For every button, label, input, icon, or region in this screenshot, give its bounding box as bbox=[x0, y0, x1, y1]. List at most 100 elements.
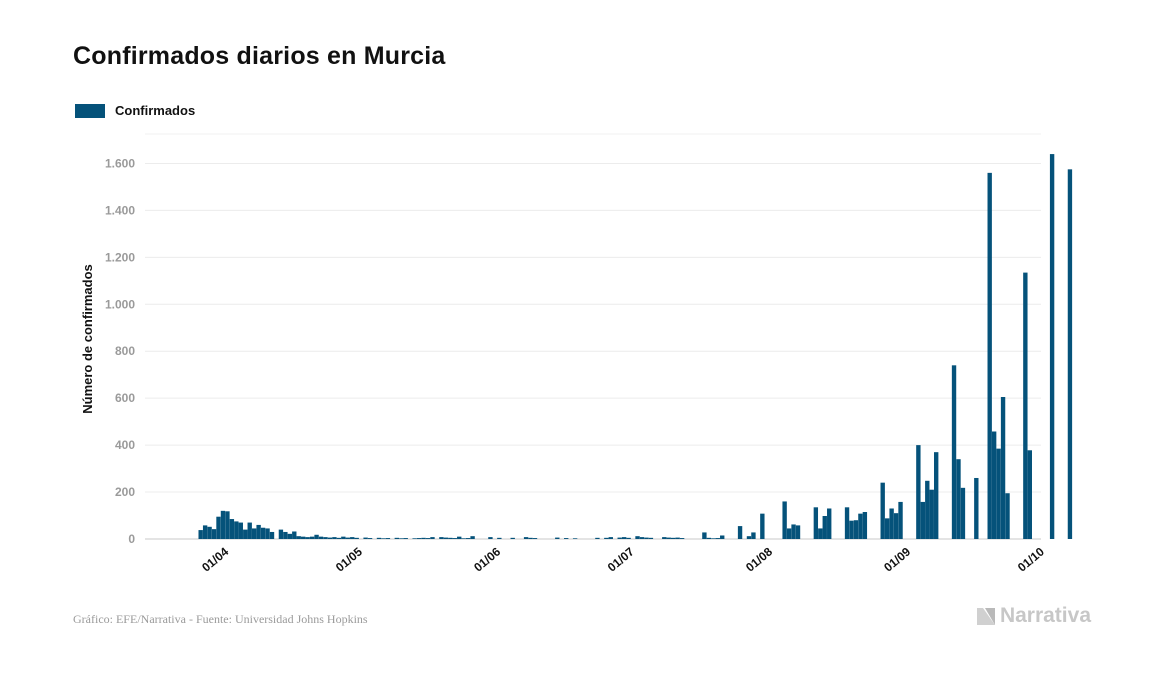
bar bbox=[452, 538, 457, 539]
bar bbox=[488, 537, 493, 539]
bar bbox=[621, 537, 627, 539]
bar bbox=[421, 537, 426, 539]
bar bbox=[265, 528, 270, 539]
legend-swatch bbox=[75, 103, 105, 118]
bar bbox=[314, 534, 319, 539]
bar bbox=[207, 526, 212, 539]
bar bbox=[202, 525, 208, 539]
bar bbox=[532, 538, 538, 539]
bar bbox=[256, 524, 261, 539]
bar bbox=[893, 513, 899, 539]
y-axis-label: Número de confirmados bbox=[80, 264, 95, 414]
legend: Confirmados bbox=[75, 103, 195, 118]
bar bbox=[399, 538, 404, 539]
bar bbox=[251, 528, 257, 539]
bar bbox=[862, 512, 868, 539]
bar bbox=[987, 172, 992, 540]
bar bbox=[523, 537, 529, 539]
bar bbox=[751, 532, 756, 539]
bar bbox=[211, 529, 217, 539]
bar bbox=[760, 513, 765, 539]
bar bbox=[991, 431, 997, 539]
bar bbox=[278, 529, 284, 539]
x-tick-label: 01/06 bbox=[471, 544, 503, 574]
bar bbox=[1027, 450, 1032, 539]
bar bbox=[309, 536, 315, 539]
bar bbox=[283, 531, 288, 539]
bar bbox=[1023, 272, 1028, 539]
x-tick-label: 01/04 bbox=[199, 544, 231, 574]
bar bbox=[880, 482, 885, 539]
bar bbox=[564, 538, 569, 539]
bar bbox=[996, 448, 1001, 539]
y-tick-label: 600 bbox=[115, 391, 135, 405]
bar bbox=[332, 537, 337, 539]
bar bbox=[1049, 154, 1055, 539]
narrativa-logo-icon bbox=[976, 608, 995, 625]
bar bbox=[813, 507, 819, 539]
bar bbox=[720, 535, 725, 539]
bar bbox=[951, 365, 957, 539]
bar bbox=[974, 477, 979, 539]
chart-title: Confirmados diarios en Murcia bbox=[73, 42, 446, 70]
y-tick-label: 200 bbox=[115, 485, 135, 499]
bar bbox=[884, 518, 890, 539]
bar bbox=[662, 537, 667, 539]
bar bbox=[827, 508, 832, 539]
bar bbox=[608, 537, 613, 539]
y-tick-label: 1.200 bbox=[105, 250, 135, 264]
bar bbox=[510, 537, 515, 539]
bar bbox=[853, 520, 859, 539]
bar bbox=[350, 537, 355, 539]
bar bbox=[635, 536, 640, 539]
bar bbox=[639, 537, 645, 539]
bar bbox=[1005, 493, 1010, 539]
y-tick-label: 1.600 bbox=[105, 156, 135, 170]
bar bbox=[497, 537, 502, 539]
bar bbox=[412, 538, 417, 539]
bar bbox=[403, 538, 408, 539]
y-tick-label: 800 bbox=[115, 344, 135, 358]
bar bbox=[296, 536, 301, 539]
bar bbox=[898, 501, 903, 539]
source-footer: Gráfico: EFE/Narrativa - Fuente: Univers… bbox=[73, 612, 368, 626]
bar bbox=[247, 522, 252, 539]
bar bbox=[858, 513, 863, 539]
bar bbox=[791, 524, 796, 539]
grid bbox=[145, 133, 1041, 540]
bar bbox=[443, 537, 449, 539]
bar bbox=[225, 511, 230, 539]
bar bbox=[292, 531, 297, 539]
bar bbox=[376, 537, 382, 539]
bar bbox=[920, 501, 926, 539]
bar bbox=[555, 537, 560, 539]
bar bbox=[889, 508, 894, 539]
bar bbox=[465, 538, 471, 539]
bar bbox=[604, 537, 609, 539]
bar bbox=[648, 537, 654, 539]
bar bbox=[229, 519, 235, 539]
bar bbox=[818, 528, 823, 539]
bar bbox=[679, 538, 685, 539]
bar bbox=[666, 537, 671, 539]
y-tick-label: 0 bbox=[128, 532, 135, 546]
bar bbox=[216, 516, 221, 539]
bar bbox=[323, 537, 328, 539]
y-tick-label: 400 bbox=[115, 438, 135, 452]
bar bbox=[381, 538, 386, 539]
bar bbox=[430, 537, 435, 539]
bar bbox=[301, 536, 306, 539]
bar bbox=[345, 537, 350, 539]
x-tick-label: 01/05 bbox=[333, 544, 365, 574]
bar bbox=[675, 537, 680, 539]
bar bbox=[243, 529, 248, 539]
bar bbox=[260, 527, 266, 539]
bar bbox=[644, 537, 649, 539]
bar bbox=[929, 489, 934, 539]
bar bbox=[925, 480, 930, 539]
y-tick-label: 1.400 bbox=[105, 203, 135, 217]
bar bbox=[746, 536, 752, 539]
bar bbox=[327, 537, 333, 539]
brand-name: Narrativa bbox=[999, 604, 1091, 627]
